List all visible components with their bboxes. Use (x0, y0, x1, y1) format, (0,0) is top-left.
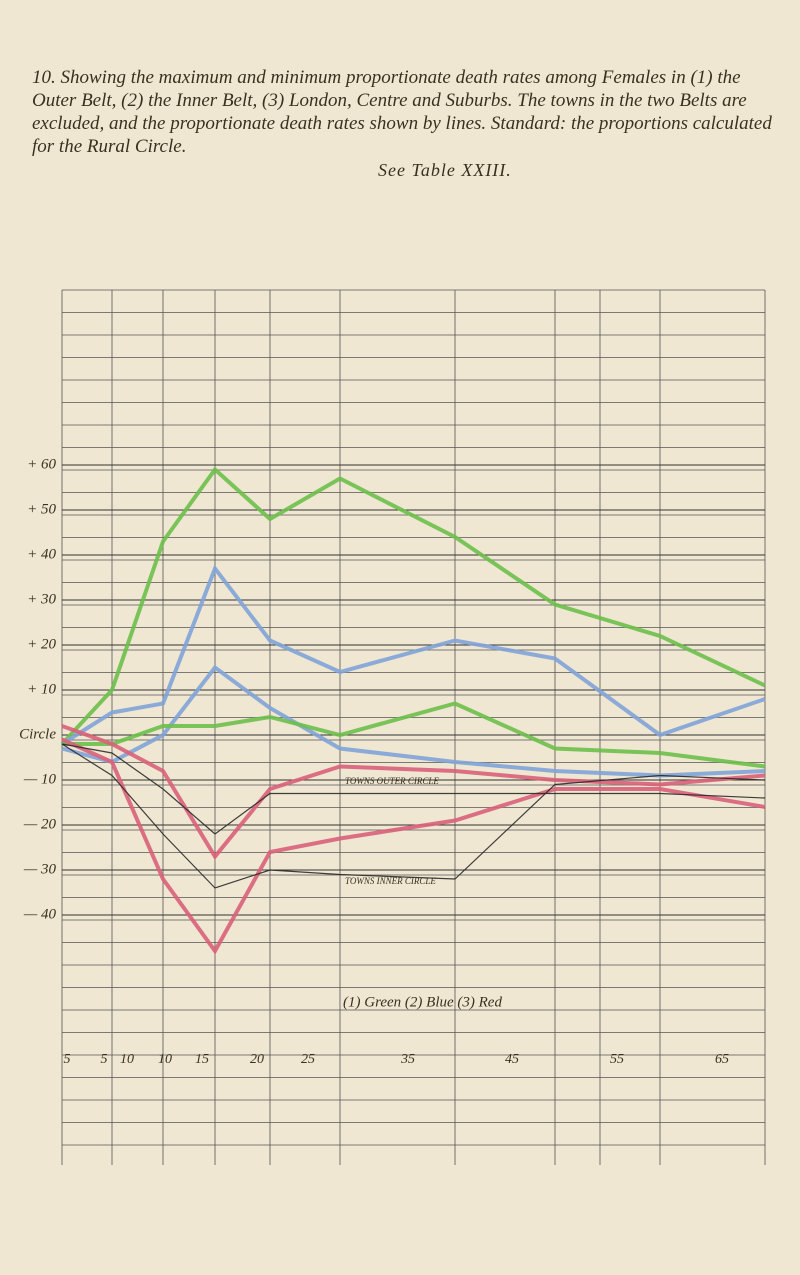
series-line (60, 466, 766, 746)
y-tick-label: — 30 (23, 861, 57, 877)
x-label: 5 (101, 1052, 108, 1067)
series-label: TOWNS INNER CIRCLE (345, 876, 436, 886)
series-line (61, 724, 766, 860)
y-tick-label: + 60 (27, 456, 56, 472)
chart-title: 10. Showing the maximum and minimum prop… (32, 67, 772, 157)
series-line (62, 701, 766, 769)
y-tick-label: — 40 (23, 906, 57, 922)
series-line (61, 743, 766, 889)
chart-subtitle: See Table XXIII. (378, 160, 512, 180)
series-label: TOWNS OUTER CIRCLE (345, 776, 439, 786)
x-label: 35 (400, 1052, 415, 1067)
x-label: 45 (505, 1052, 519, 1067)
x-label: 65 (715, 1052, 729, 1067)
x-label: 20 (250, 1052, 264, 1067)
x-label: 10 (120, 1052, 134, 1067)
y-tick-label: + 40 (27, 546, 56, 562)
x-label: 10 (158, 1052, 172, 1067)
series-line (61, 664, 766, 778)
y-tick-label: — 10 (23, 771, 57, 787)
series-line (61, 737, 766, 955)
x-label: 5 (64, 1052, 71, 1067)
y-tick-label: + 10 (27, 681, 56, 697)
y-tick-label: + 20 (27, 636, 56, 652)
y-tick-label: — 20 (23, 816, 57, 832)
y-tick-label: + 30 (27, 591, 56, 607)
y-tick-label: Circle (19, 726, 56, 742)
series-line (61, 743, 766, 835)
series-line (60, 564, 766, 746)
x-label: 25 (301, 1052, 315, 1067)
legend-note: (1) Green (2) Blue (3) Red (343, 994, 502, 1010)
x-label: 55 (610, 1052, 624, 1067)
x-label: 15 (195, 1052, 209, 1067)
y-tick-label: + 50 (27, 501, 56, 517)
